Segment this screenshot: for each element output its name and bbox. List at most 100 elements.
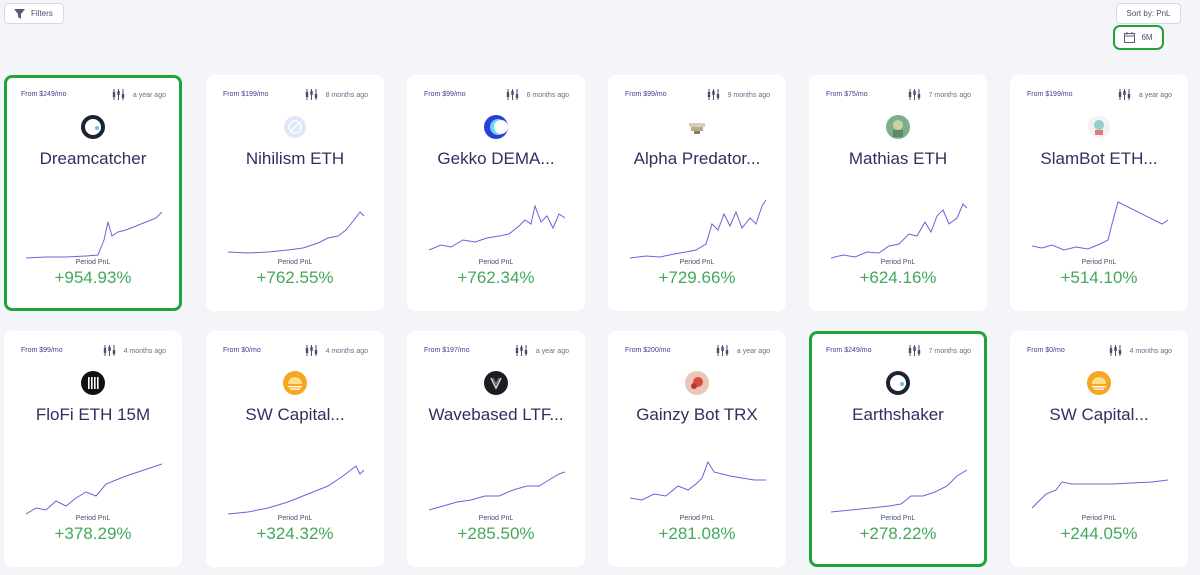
bot-card[interactable]: From $99/mo 6 months ago Gekko DEMA... P… xyxy=(407,75,585,311)
card-meta: a year ago xyxy=(515,345,569,358)
pnl-value: +729.66% xyxy=(658,268,736,287)
bot-card[interactable]: From $199/mo a year ago SlamBot ETH... P… xyxy=(1010,75,1188,311)
pnl-sparkline xyxy=(630,460,766,501)
pnl-caption: Period PnL xyxy=(277,259,313,266)
card-age: 6 months ago xyxy=(526,92,569,99)
pnl-value: +278.22% xyxy=(859,524,937,543)
card-name: SlamBot ETH... xyxy=(1040,149,1158,168)
bot-card[interactable]: From $200/mo a year ago Gainzy Bot TRX P… xyxy=(608,331,786,567)
pnl-sparkline xyxy=(429,471,565,511)
card-price: From $249/mo xyxy=(826,347,872,354)
slambot-logo-icon xyxy=(1087,115,1111,139)
card-meta: 8 months ago xyxy=(305,89,368,102)
card-name: Dreamcatcher xyxy=(39,149,147,168)
pnl-caption: Period PnL xyxy=(75,259,111,266)
pnl-value: +954.93% xyxy=(54,268,132,287)
card-price: From $75/mo xyxy=(826,91,868,98)
card-age: 7 months ago xyxy=(928,348,971,355)
card-age: a year ago xyxy=(535,348,569,355)
card-age: 8 months ago xyxy=(325,92,368,99)
card-meta: 4 months ago xyxy=(1109,345,1172,358)
card-age: a year ago xyxy=(132,92,166,99)
bot-card[interactable]: From $75/mo 7 months ago Mathias ETH Per… xyxy=(809,75,987,311)
card-price: From $249/mo xyxy=(21,91,67,98)
card-price: From $197/mo xyxy=(424,347,470,354)
candlestick-icon xyxy=(1109,345,1122,358)
card-age: 9 months ago xyxy=(727,92,770,99)
candlestick-icon xyxy=(112,89,125,102)
nihilism-logo-icon xyxy=(283,115,307,139)
card-age: 4 months ago xyxy=(1129,348,1172,355)
card-meta: 7 months ago xyxy=(908,89,971,102)
candlestick-icon xyxy=(908,89,921,102)
earthshaker-logo-icon xyxy=(886,371,910,395)
pnl-caption: Period PnL xyxy=(478,515,514,522)
dreamcatcher-logo-icon xyxy=(81,115,105,139)
card-age: 7 months ago xyxy=(928,92,971,99)
card-meta: a year ago xyxy=(716,345,770,358)
card-name: Gekko DEMA... xyxy=(437,149,555,168)
pnl-sparkline xyxy=(1032,479,1168,509)
bot-card[interactable]: From $249/mo a year ago Dreamcatcher Per… xyxy=(4,75,182,311)
bot-card[interactable]: From $197/mo a year ago Wavebased LTF...… xyxy=(407,331,585,567)
card-meta: a year ago xyxy=(1118,89,1172,102)
bot-card[interactable]: From $249/mo 7 months ago Earthshaker Pe… xyxy=(809,331,987,567)
candlestick-icon xyxy=(707,89,720,102)
pnl-value: +762.34% xyxy=(457,268,535,287)
card-price: From $99/mo xyxy=(21,347,63,354)
sort-label: Sort by: PnL xyxy=(1126,9,1171,18)
sw-capital-logo-icon xyxy=(283,371,307,395)
pnl-caption: Period PnL xyxy=(277,515,313,522)
filter-icon xyxy=(14,8,25,19)
card-age: a year ago xyxy=(736,348,770,355)
period-label: 6M xyxy=(1141,33,1153,42)
card-meta: 9 months ago xyxy=(707,89,770,102)
pnl-sparkline xyxy=(630,200,766,259)
pnl-value: +624.16% xyxy=(859,268,937,287)
card-name: FloFi ETH 15M xyxy=(35,405,151,424)
card-age: 4 months ago xyxy=(325,348,368,355)
period-selector[interactable]: 6M xyxy=(1113,25,1164,50)
pnl-sparkline xyxy=(228,211,364,254)
card-meta: 7 months ago xyxy=(908,345,971,358)
card-name: Nihilism ETH xyxy=(245,149,345,168)
card-name: Earthshaker xyxy=(852,405,944,424)
card-name: Gainzy Bot TRX xyxy=(636,405,758,424)
card-price: From $99/mo xyxy=(424,91,466,98)
card-age: a year ago xyxy=(1138,92,1172,99)
bot-card[interactable]: From $0/mo 4 months ago SW Capital... Pe… xyxy=(1010,331,1188,567)
sort-button[interactable]: Sort by: PnL xyxy=(1116,3,1181,24)
bot-card[interactable]: From $199/mo 8 months ago Nihilism ETH P… xyxy=(206,75,384,311)
card-price: From $200/mo xyxy=(625,347,671,354)
card-name: Wavebased LTF... xyxy=(428,405,564,424)
pnl-value: +378.29% xyxy=(54,524,132,543)
sw-capital-logo-icon xyxy=(1087,371,1111,395)
alpha-predator-logo-icon xyxy=(685,115,709,139)
mathias-logo-icon xyxy=(886,115,910,139)
card-name: SW Capital... xyxy=(245,405,345,424)
pnl-value: +324.32% xyxy=(256,524,334,543)
card-price: From $99/mo xyxy=(625,91,667,98)
pnl-caption: Period PnL xyxy=(1081,259,1117,266)
card-name: SW Capital... xyxy=(1049,405,1149,424)
wavebased-logo-icon xyxy=(484,371,508,395)
pnl-value: +762.55% xyxy=(256,268,334,287)
pnl-caption: Period PnL xyxy=(679,259,715,266)
pnl-sparkline xyxy=(831,469,967,513)
pnl-value: +281.08% xyxy=(658,524,736,543)
bot-card[interactable]: From $99/mo 4 months ago FloFi ETH 15M P… xyxy=(4,331,182,567)
gekko-logo-icon xyxy=(484,115,508,139)
pnl-caption: Period PnL xyxy=(679,515,715,522)
candlestick-icon xyxy=(305,89,318,102)
pnl-sparkline xyxy=(26,211,162,259)
card-price: From $0/mo xyxy=(1027,347,1065,354)
bot-card[interactable]: From $99/mo 9 months ago Alpha Predator.… xyxy=(608,75,786,311)
pnl-sparkline xyxy=(1032,201,1168,251)
pnl-caption: Period PnL xyxy=(75,515,111,522)
card-price: From $199/mo xyxy=(1027,91,1073,98)
card-meta: 4 months ago xyxy=(305,345,368,358)
filters-button[interactable]: Filters xyxy=(4,3,64,24)
bot-card[interactable]: From $0/mo 4 months ago SW Capital... Pe… xyxy=(206,331,384,567)
card-meta: 4 months ago xyxy=(103,345,166,358)
calendar-icon xyxy=(1124,32,1136,43)
